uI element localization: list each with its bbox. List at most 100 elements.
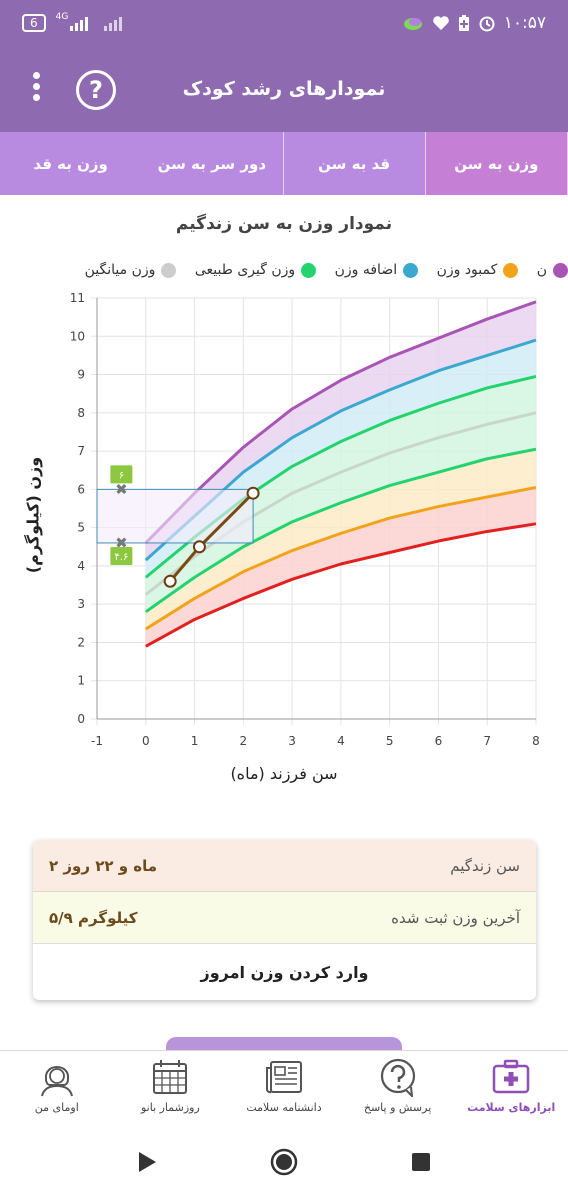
- x-axis-label: سن فرزند (ماه): [230, 764, 338, 783]
- alarm-icon: [479, 16, 495, 32]
- battery-indicator: 6: [22, 14, 46, 32]
- last-weight-value: ۵/۹ کیلوگرم: [49, 908, 138, 927]
- tab-head-circumference-for-age[interactable]: دور سر به سن: [141, 132, 284, 195]
- child-weight-point: [246, 486, 260, 500]
- legend-item-normal-gain[interactable]: وزن گیری طبیعی: [195, 262, 317, 278]
- chart-tabs: وزن به سن قد به سن دور سر به سن وزن به ق…: [0, 132, 568, 195]
- x-tick-label: 2: [240, 734, 248, 748]
- chart-legend: ن کمبود وزن اضافه وزن وزن گیری طبیعی وزن…: [0, 262, 568, 288]
- legend-dot: [553, 262, 568, 278]
- app-notification-icon: [403, 18, 422, 30]
- y-tick-label: 8: [77, 406, 85, 420]
- y-axis-label-wrap: وزن (کیلوگرم): [18, 440, 48, 590]
- percentile-band: [145, 340, 536, 578]
- percentile-curve: [144, 411, 537, 596]
- nav-profile[interactable]: اومای من: [7, 1051, 107, 1124]
- signal-icon: [70, 17, 89, 31]
- last-weight-label: آخرین وزن ثبت شده: [391, 908, 520, 927]
- network-type: 4G: [55, 12, 69, 22]
- percentile-band: [145, 412, 536, 612]
- legend-dot: [403, 262, 419, 278]
- percentile-curve: [144, 447, 537, 614]
- nav-label: دانشنامه سلامت: [246, 1101, 322, 1114]
- health-kit-icon: [492, 1059, 530, 1094]
- overflow-menu-icon[interactable]: [28, 72, 44, 106]
- percentile-curve: [145, 522, 537, 648]
- heart-icon: [432, 16, 449, 30]
- y-tick-label: 3: [77, 597, 85, 611]
- percentile-band: [145, 487, 536, 647]
- percentile-curve: [144, 300, 537, 544]
- range-marker-label: ۶: [119, 470, 124, 481]
- app-bar: ? نمودارهای رشد کودک: [0, 46, 568, 132]
- tab-weight-for-age[interactable]: وزن به سن: [425, 132, 568, 195]
- age-label: سن زندگیم: [450, 856, 520, 875]
- x-tick-label: 5: [386, 734, 394, 748]
- nav-label: روزشمار بانو: [140, 1101, 200, 1114]
- y-axis-label: وزن (کیلوگرم): [23, 456, 43, 574]
- calendar-icon: [153, 1060, 188, 1094]
- page-title: نمودارهای رشد کودک: [182, 78, 386, 100]
- growth-info-card: سن زندگیم ۲ ماه و ۲۲ روز آخرین وزن ثبت ش…: [33, 840, 536, 1000]
- help-icon[interactable]: ?: [76, 70, 116, 110]
- percentile-band: [145, 449, 536, 630]
- y-tick-label: 4: [77, 559, 85, 573]
- nav-health-tools[interactable]: ابزارهای سلامت: [461, 1051, 561, 1124]
- recents-icon[interactable]: [411, 1152, 431, 1172]
- range-marker-x: ✖: [115, 480, 128, 498]
- nav-label: پرسش و پاسخ: [363, 1101, 432, 1114]
- weight-range-box: [96, 488, 254, 544]
- percentile-band: [145, 301, 536, 561]
- y-tick-label: 0: [77, 712, 85, 726]
- y-tick-label: 6: [77, 482, 85, 496]
- tab-height-for-age[interactable]: قد به سن: [283, 132, 426, 195]
- x-tick-label: -1: [91, 734, 103, 748]
- child-weight-point: [192, 540, 206, 554]
- y-tick-label: 7: [77, 444, 85, 458]
- profile-avatar-icon: [40, 1066, 73, 1097]
- y-tick-label: 11: [70, 291, 85, 305]
- battery-saver-icon: [458, 15, 469, 31]
- chart-title: نمودار وزن به سن زندگیم: [175, 214, 393, 234]
- signal-icon-2: [104, 17, 123, 31]
- status-bar: 6 4G ۱۰:۵۷: [0, 0, 568, 46]
- clock: ۱۰:۵۷: [503, 13, 546, 33]
- range-marker-badge: [110, 465, 133, 484]
- legend-item-average-weight[interactable]: وزن میانگین: [85, 262, 177, 278]
- question-bubble-icon: [380, 1058, 415, 1097]
- newspaper-icon: [265, 1061, 302, 1094]
- y-tick-label: 1: [77, 674, 85, 688]
- nav-encyclopedia[interactable]: دانشنامه سلامت: [234, 1051, 334, 1124]
- x-tick-label: 6: [435, 734, 443, 748]
- nav-calendar[interactable]: روزشمار بانو: [120, 1051, 220, 1124]
- legend-item-overweight[interactable]: اضافه وزن: [335, 262, 419, 278]
- percentile-band: [145, 376, 536, 595]
- x-tick-label: 7: [483, 734, 491, 748]
- y-tick-label: 2: [77, 635, 85, 649]
- home-icon[interactable]: [270, 1148, 298, 1176]
- x-tick-label: 3: [288, 734, 296, 748]
- tab-weight-for-height[interactable]: وزن به قد: [0, 132, 142, 195]
- y-tick-label: 5: [77, 521, 85, 535]
- nav-questions[interactable]: پرسش و پاسخ: [348, 1051, 448, 1124]
- legend-item-overweight-severe[interactable]: ن: [537, 262, 568, 278]
- nav-label: ابزارهای سلامت: [467, 1101, 556, 1114]
- legend-dot: [161, 262, 177, 278]
- legend-dot: [503, 262, 519, 278]
- x-tick-label: 1: [191, 734, 199, 748]
- y-tick-label: 9: [77, 368, 85, 382]
- x-tick-label: 0: [142, 734, 150, 748]
- percentile-curve: [144, 485, 537, 631]
- nav-label: اومای من: [34, 1101, 79, 1114]
- back-play-icon[interactable]: [137, 1151, 157, 1173]
- legend-item-underweight[interactable]: کمبود وزن: [437, 262, 519, 278]
- y-tick-label: 10: [70, 329, 85, 343]
- enter-weight-button[interactable]: وارد کردن وزن امروز: [200, 962, 369, 982]
- bottom-navigation: ابزارهای سلامت پرسش و پاسخ دانشنامه سلام…: [0, 1050, 568, 1124]
- system-navigation-bar: [0, 1124, 568, 1200]
- age-value: ۲ ماه و ۲۲ روز: [49, 856, 158, 875]
- x-tick-label: 8: [532, 734, 540, 748]
- range-marker-badge: [110, 546, 133, 565]
- child-weight-point: [163, 574, 177, 588]
